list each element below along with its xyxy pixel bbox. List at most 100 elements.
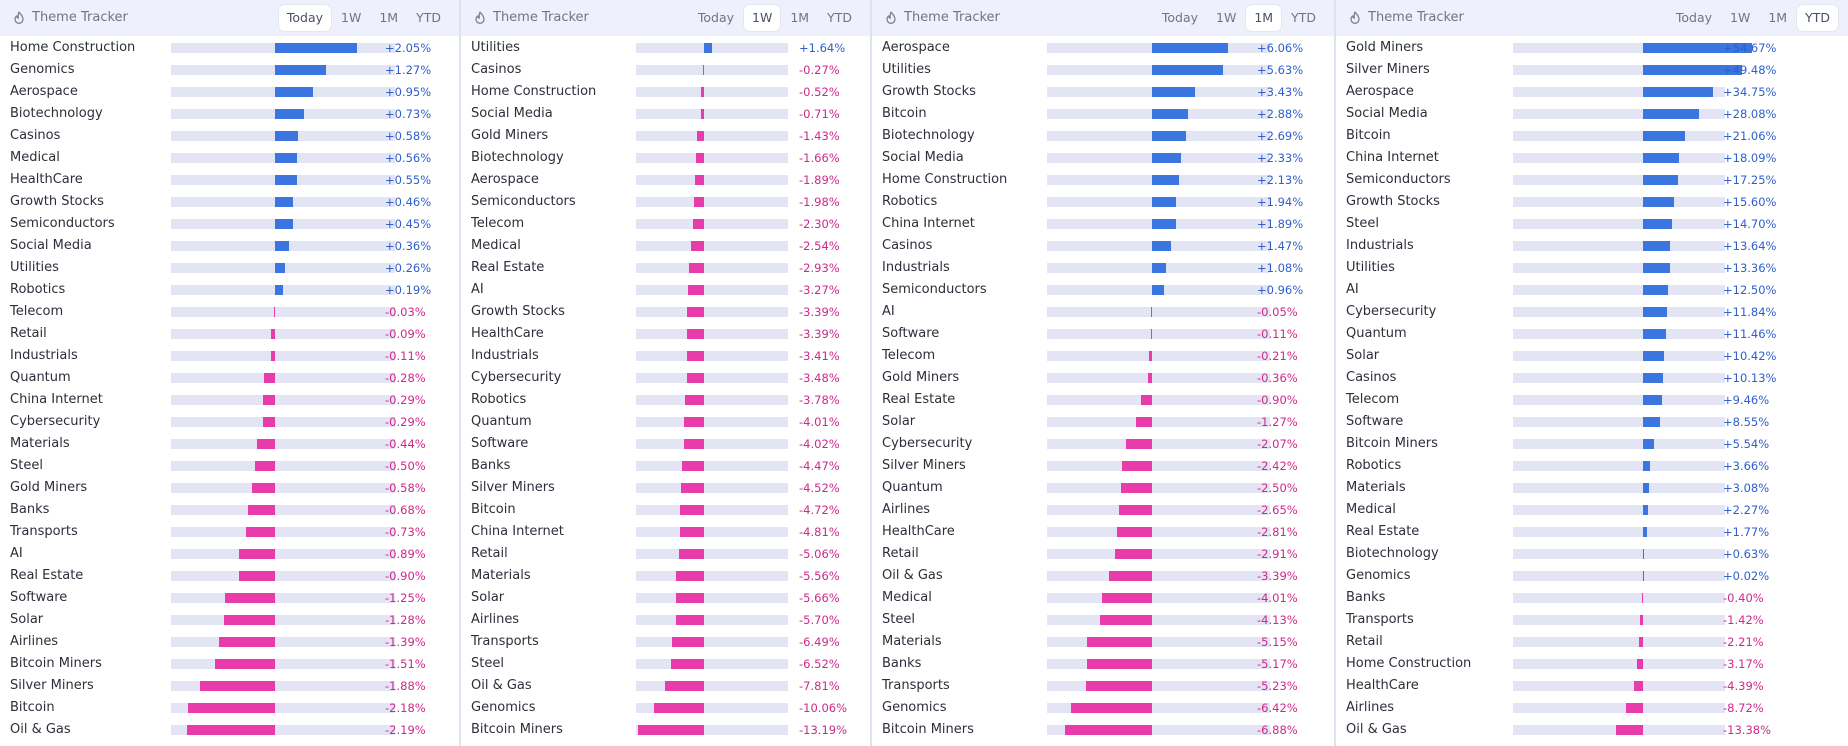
theme-row[interactable]: Materials +3.08% xyxy=(1336,477,1848,499)
theme-row[interactable]: Industrials +1.08% xyxy=(872,257,1334,279)
theme-row[interactable]: Utilities +5.63% xyxy=(872,59,1334,81)
theme-row[interactable]: Banks -5.17% xyxy=(872,653,1334,675)
theme-row[interactable]: Bitcoin Miners -6.88% xyxy=(872,719,1334,741)
theme-row[interactable]: Gold Miners -0.36% xyxy=(872,367,1334,389)
theme-row[interactable]: Silver Miners -4.52% xyxy=(461,477,870,499)
theme-row[interactable]: Semiconductors +0.45% xyxy=(0,213,459,235)
theme-row[interactable]: Cybersecurity -2.07% xyxy=(872,433,1334,455)
theme-row[interactable]: Software -4.02% xyxy=(461,433,870,455)
theme-row[interactable]: Biotechnology -1.66% xyxy=(461,147,870,169)
tab-1w[interactable]: 1W xyxy=(341,10,362,25)
theme-row[interactable]: Social Media +2.33% xyxy=(872,147,1334,169)
theme-row[interactable]: China Internet +18.09% xyxy=(1336,147,1848,169)
theme-row[interactable]: Semiconductors +0.96% xyxy=(872,279,1334,301)
theme-row[interactable]: HealthCare -2.81% xyxy=(872,521,1334,543)
theme-row[interactable]: Silver Miners -1.88% xyxy=(0,675,459,697)
theme-row[interactable]: Steel -6.52% xyxy=(461,653,870,675)
theme-row[interactable]: Cybersecurity -3.48% xyxy=(461,367,870,389)
theme-row[interactable]: Semiconductors -1.98% xyxy=(461,191,870,213)
theme-row[interactable]: Silver Miners +49.48% xyxy=(1336,59,1848,81)
theme-row[interactable]: Telecom -2.30% xyxy=(461,213,870,235)
tab-ytd[interactable]: YTD xyxy=(1797,5,1838,31)
theme-row[interactable]: AI -3.27% xyxy=(461,279,870,301)
theme-row[interactable]: Gold Miners -0.58% xyxy=(0,477,459,499)
theme-row[interactable]: Growth Stocks +15.60% xyxy=(1336,191,1848,213)
tab-1w[interactable]: 1W xyxy=(1730,10,1751,25)
tab-ytd[interactable]: YTD xyxy=(827,10,852,25)
theme-row[interactable]: Social Media -0.71% xyxy=(461,103,870,125)
theme-row[interactable]: HealthCare +0.55% xyxy=(0,169,459,191)
tab-1m[interactable]: 1M xyxy=(790,10,810,25)
theme-row[interactable]: Home Construction -0.52% xyxy=(461,81,870,103)
theme-row[interactable]: Bitcoin Miners +5.54% xyxy=(1336,433,1848,455)
theme-row[interactable]: Biotechnology +0.63% xyxy=(1336,543,1848,565)
tab-today[interactable]: Today xyxy=(1675,10,1713,25)
tab-1m[interactable]: 1M xyxy=(1768,10,1788,25)
theme-row[interactable]: Medical -4.01% xyxy=(872,587,1334,609)
theme-row[interactable]: Cybersecurity -0.29% xyxy=(0,411,459,433)
theme-row[interactable]: Aerospace -1.89% xyxy=(461,169,870,191)
theme-row[interactable]: Medical +2.27% xyxy=(1336,499,1848,521)
theme-row[interactable]: Banks -0.68% xyxy=(0,499,459,521)
theme-row[interactable]: Aerospace +0.95% xyxy=(0,81,459,103)
tab-1w[interactable]: 1W xyxy=(744,5,781,31)
theme-row[interactable]: China Internet -0.29% xyxy=(0,389,459,411)
theme-row[interactable]: Software +8.55% xyxy=(1336,411,1848,433)
theme-row[interactable]: Genomics +1.27% xyxy=(0,59,459,81)
theme-row[interactable]: Telecom -0.21% xyxy=(872,345,1334,367)
tab-1w[interactable]: 1W xyxy=(1216,10,1237,25)
theme-row[interactable]: Real Estate +1.77% xyxy=(1336,521,1848,543)
theme-row[interactable]: Aerospace +6.06% xyxy=(872,37,1334,59)
tab-today[interactable]: Today xyxy=(1161,10,1199,25)
theme-row[interactable]: Semiconductors +17.25% xyxy=(1336,169,1848,191)
theme-row[interactable]: Real Estate -0.90% xyxy=(0,565,459,587)
theme-row[interactable]: Oil & Gas -7.81% xyxy=(461,675,870,697)
theme-row[interactable]: HealthCare -4.39% xyxy=(1336,675,1848,697)
tab-ytd[interactable]: YTD xyxy=(1291,10,1316,25)
theme-row[interactable]: Real Estate -0.90% xyxy=(872,389,1334,411)
theme-row[interactable]: China Internet +1.89% xyxy=(872,213,1334,235)
theme-row[interactable]: Steel -0.50% xyxy=(0,455,459,477)
theme-row[interactable]: Banks -0.40% xyxy=(1336,587,1848,609)
theme-row[interactable]: Cybersecurity +11.84% xyxy=(1336,301,1848,323)
theme-row[interactable]: Bitcoin -4.72% xyxy=(461,499,870,521)
theme-row[interactable]: Solar -1.28% xyxy=(0,609,459,631)
theme-row[interactable]: Telecom -0.03% xyxy=(0,301,459,323)
theme-row[interactable]: Growth Stocks -3.39% xyxy=(461,301,870,323)
theme-row[interactable]: Biotechnology +0.73% xyxy=(0,103,459,125)
theme-row[interactable]: Casinos -0.27% xyxy=(461,59,870,81)
theme-row[interactable]: Steel +14.70% xyxy=(1336,213,1848,235)
theme-row[interactable]: Quantum +11.46% xyxy=(1336,323,1848,345)
theme-row[interactable]: Social Media +0.36% xyxy=(0,235,459,257)
theme-row[interactable]: Utilities +1.64% xyxy=(461,37,870,59)
theme-row[interactable]: Gold Miners +54.67% xyxy=(1336,37,1848,59)
theme-row[interactable]: Retail -5.06% xyxy=(461,543,870,565)
theme-row[interactable]: Growth Stocks +3.43% xyxy=(872,81,1334,103)
theme-row[interactable]: Banks -4.47% xyxy=(461,455,870,477)
theme-row[interactable]: Real Estate -2.93% xyxy=(461,257,870,279)
theme-row[interactable]: Robotics -3.78% xyxy=(461,389,870,411)
theme-row[interactable]: Medical +0.56% xyxy=(0,147,459,169)
theme-row[interactable]: Industrials -0.11% xyxy=(0,345,459,367)
theme-row[interactable]: Biotechnology +2.69% xyxy=(872,125,1334,147)
theme-row[interactable]: Solar -5.66% xyxy=(461,587,870,609)
theme-row[interactable]: Industrials +13.64% xyxy=(1336,235,1848,257)
theme-row[interactable]: Medical -2.54% xyxy=(461,235,870,257)
theme-row[interactable]: Oil & Gas -2.19% xyxy=(0,719,459,741)
tab-today[interactable]: Today xyxy=(697,10,735,25)
theme-row[interactable]: Growth Stocks +0.46% xyxy=(0,191,459,213)
theme-row[interactable]: Genomics -10.06% xyxy=(461,697,870,719)
theme-row[interactable]: AI +12.50% xyxy=(1336,279,1848,301)
theme-row[interactable]: AI -0.05% xyxy=(872,301,1334,323)
theme-row[interactable]: Airlines -1.39% xyxy=(0,631,459,653)
theme-row[interactable]: Bitcoin Miners -13.19% xyxy=(461,719,870,741)
theme-row[interactable]: China Internet -4.81% xyxy=(461,521,870,543)
theme-row[interactable]: Utilities +13.36% xyxy=(1336,257,1848,279)
theme-row[interactable]: Industrials -3.41% xyxy=(461,345,870,367)
theme-row[interactable]: Utilities +0.26% xyxy=(0,257,459,279)
theme-row[interactable]: Materials -5.15% xyxy=(872,631,1334,653)
theme-row[interactable]: Bitcoin Miners -1.51% xyxy=(0,653,459,675)
theme-row[interactable]: Materials -0.44% xyxy=(0,433,459,455)
theme-row[interactable]: Retail -2.21% xyxy=(1336,631,1848,653)
theme-row[interactable]: Home Construction +2.13% xyxy=(872,169,1334,191)
